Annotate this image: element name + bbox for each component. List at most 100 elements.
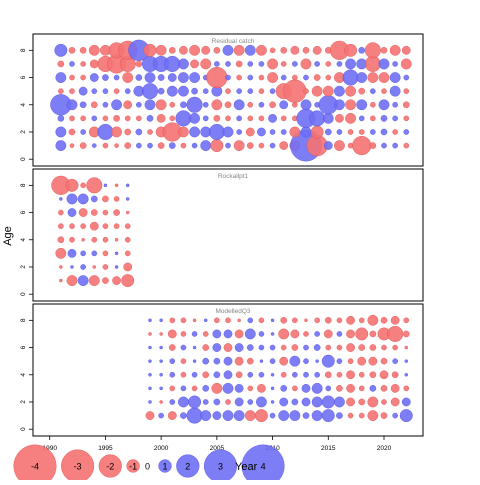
bubble: [121, 274, 135, 288]
bubble: [91, 88, 98, 94]
bubble: [380, 47, 388, 54]
bubble: [123, 100, 133, 110]
bubble: [358, 47, 366, 54]
panel-frame: [32, 33, 424, 167]
bubble: [367, 410, 379, 421]
bubble: [234, 343, 244, 352]
bubble: [345, 85, 356, 97]
bubble: [180, 331, 187, 337]
bubble: [392, 358, 398, 364]
bubble: [270, 332, 275, 336]
bubble: [148, 400, 152, 404]
bubble: [403, 74, 410, 81]
bubble: [247, 101, 254, 108]
bubble: [336, 358, 343, 364]
bubble: [280, 129, 287, 135]
bubble: [245, 127, 255, 137]
bubble: [136, 101, 142, 108]
bubble: [169, 399, 176, 405]
bubble: [146, 115, 154, 122]
bubble: [157, 142, 165, 149]
panel-title: Residual catch: [212, 38, 255, 45]
legend-bubble: [158, 459, 172, 473]
bubble: [358, 398, 366, 406]
bubble: [169, 317, 176, 324]
bubble: [246, 357, 254, 365]
legend-label: 4: [261, 462, 266, 472]
y-tick-label: 6: [20, 345, 27, 349]
bubble: [65, 178, 79, 192]
bubble: [167, 329, 177, 339]
legend-bubble: [176, 454, 200, 478]
bubble: [402, 330, 410, 338]
bubble: [124, 236, 131, 243]
bubble: [159, 332, 163, 336]
bubble: [403, 317, 410, 324]
bubble: [367, 396, 379, 408]
legend-label: -2: [106, 462, 114, 472]
bubble: [113, 88, 120, 94]
bubble: [358, 412, 365, 419]
bubble: [159, 359, 163, 363]
bubble: [325, 385, 332, 392]
bubble: [247, 399, 254, 405]
bubble: [102, 115, 109, 122]
bubble: [336, 412, 343, 419]
bubble: [222, 382, 234, 394]
bubble: [381, 399, 387, 405]
bubble: [236, 88, 242, 94]
bubble: [168, 344, 176, 351]
bubble: [357, 356, 367, 366]
bubble: [358, 385, 365, 392]
bubble: [358, 87, 366, 95]
bubble: [69, 143, 75, 148]
bubble: [145, 411, 155, 420]
bubble: [364, 55, 381, 72]
bubble: [102, 264, 109, 270]
bubble: [280, 74, 287, 81]
bubble: [237, 318, 241, 323]
y-tick-label: 2: [20, 400, 27, 404]
bubble: [92, 265, 97, 269]
bubble: [347, 412, 354, 419]
bubble: [280, 344, 287, 351]
bubble: [236, 115, 242, 122]
bubble: [336, 129, 343, 135]
bubble: [358, 317, 365, 324]
bubble: [291, 398, 299, 406]
bubble: [189, 44, 200, 56]
bubble: [370, 88, 376, 94]
legend-label: -3: [74, 462, 82, 472]
bubble: [159, 386, 163, 391]
bubble: [67, 208, 77, 217]
bubble: [369, 344, 377, 351]
bubble: [309, 110, 326, 127]
bubble: [314, 61, 320, 67]
bubble: [291, 344, 299, 351]
bubble: [202, 385, 210, 392]
bubble: [159, 318, 163, 323]
bubble: [289, 410, 301, 421]
bubble: [124, 128, 132, 136]
bubble: [292, 317, 298, 324]
bubble: [310, 125, 324, 139]
bubble: [400, 58, 412, 70]
bubble: [355, 327, 369, 341]
bubble: [301, 397, 311, 407]
y-tick-label: 8: [20, 48, 27, 52]
bubble: [178, 85, 189, 97]
bubble: [280, 317, 288, 324]
legend-label: 1: [162, 462, 167, 472]
bubble: [235, 60, 243, 68]
bubble: [148, 345, 152, 350]
bubble: [347, 129, 354, 135]
bubble: [59, 265, 63, 269]
bubble: [89, 73, 99, 82]
bubble: [303, 371, 309, 378]
bubble: [57, 115, 65, 122]
bubble: [111, 126, 122, 138]
bubble: [269, 344, 276, 351]
x-tick-label: 2005: [210, 445, 225, 452]
bubble: [69, 223, 75, 229]
bubble: [289, 355, 301, 367]
